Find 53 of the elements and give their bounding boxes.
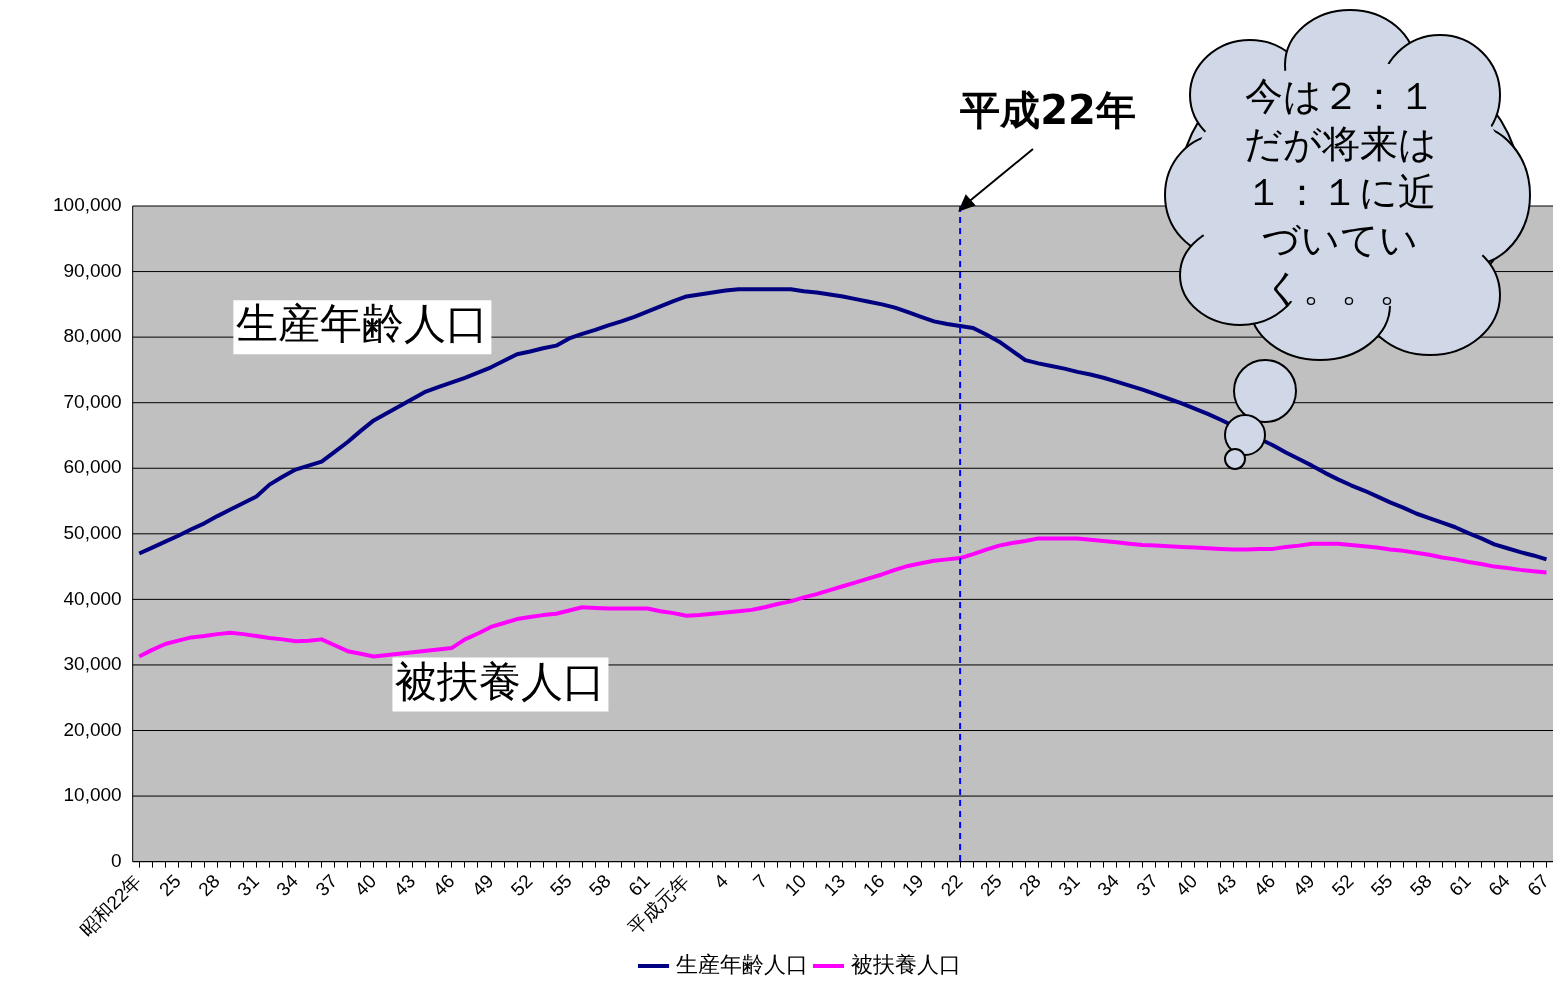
- x-tick-label: 13: [819, 870, 850, 901]
- x-tick-label: 25: [975, 870, 1006, 901]
- x-tick-label: 61: [624, 870, 654, 901]
- x-tick-label: 28: [1015, 870, 1045, 901]
- y-tick-label: 70,000: [63, 390, 122, 412]
- x-tick-label: 49: [467, 870, 498, 901]
- x-tick-label: 61: [1445, 870, 1475, 901]
- x-tick-label: 40: [1171, 870, 1202, 901]
- x-tick-label: 22: [936, 870, 967, 901]
- x-tick-label: 46: [428, 870, 459, 901]
- x-tick-label: 37: [311, 870, 342, 901]
- x-tick-label: 40: [350, 870, 381, 901]
- x-tick-label: 7: [748, 870, 772, 893]
- x-tick-label: 28: [194, 870, 224, 901]
- x-tick-label: 43: [1210, 870, 1241, 901]
- y-tick-label: 0: [111, 849, 122, 871]
- x-tick-label: 昭和22年: [75, 870, 146, 941]
- x-tick-label: 10: [780, 870, 811, 901]
- y-tick-label: 80,000: [63, 325, 122, 347]
- x-tick-label: 55: [1366, 870, 1397, 901]
- x-tick-label: 55: [545, 870, 576, 901]
- x-tick-label: 58: [585, 870, 615, 901]
- x-tick-label: 64: [1484, 870, 1515, 901]
- x-tick-label: 34: [1093, 870, 1124, 901]
- x-tick-label: 37: [1132, 870, 1163, 901]
- y-tick-label: 100,000: [52, 194, 122, 216]
- x-tick-label: 43: [389, 870, 420, 901]
- x-tick-label: 25: [155, 870, 185, 901]
- x-tick-label: 16: [858, 870, 889, 901]
- x-tick-label: 58: [1405, 870, 1436, 901]
- ref-line-label: 平成22年: [959, 87, 1136, 134]
- legend-label: 生産年齢人口: [675, 952, 808, 978]
- x-tick-label: 52: [1327, 870, 1358, 901]
- y-tick-label: 90,000: [63, 259, 122, 281]
- y-tick-label: 50,000: [63, 522, 122, 544]
- text: 被扶養人口: [395, 656, 606, 706]
- y-tick-label: 20,000: [63, 718, 122, 740]
- x-tick-label: 4: [709, 870, 733, 893]
- x-tick-label: 19: [897, 870, 928, 901]
- x-tick-label: 49: [1288, 870, 1319, 901]
- y-tick-label: 60,000: [63, 456, 122, 478]
- text: 生産年齢人口: [236, 299, 489, 349]
- x-tick-label: 31: [233, 870, 263, 901]
- x-tick-label: 31: [1054, 870, 1084, 901]
- y-tick-label: 30,000: [63, 653, 122, 675]
- y-tick-label: 10,000: [63, 784, 122, 806]
- x-tick-label: 52: [506, 870, 537, 901]
- y-tick-label: 40,000: [63, 587, 122, 609]
- legend-label: 被扶養人口: [850, 952, 961, 978]
- x-tick-label: 67: [1523, 870, 1554, 901]
- x-tick-label: 34: [272, 870, 303, 901]
- x-tick-label: 46: [1249, 870, 1280, 901]
- annotation: 今は２：１だが将来は１：１に近づいていく。。。: [1242, 73, 1438, 312]
